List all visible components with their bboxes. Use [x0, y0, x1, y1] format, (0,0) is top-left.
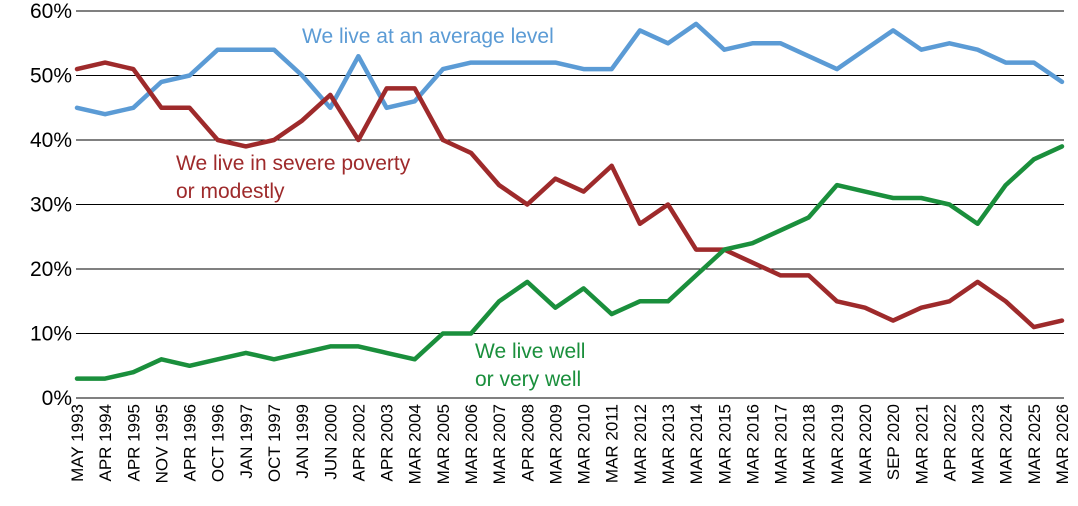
x-tick-label: JAN 1997 [237, 404, 256, 479]
series-line [74, 60, 1065, 330]
y-tick-label: 0% [42, 387, 72, 410]
x-tick-label: OCT 1996 [209, 404, 228, 482]
series-lines [74, 21, 1065, 381]
x-tick-label: MAR 2017 [772, 404, 791, 484]
series-label: We live at an average level [302, 25, 554, 48]
y-tick-label: 20% [30, 258, 72, 281]
x-tick-label: APR 1994 [96, 404, 115, 482]
y-tick-label: 60% [30, 0, 72, 23]
x-tick-label: JAN 1999 [293, 404, 312, 479]
series-label-line: We live well [475, 340, 585, 363]
series-line [74, 21, 1065, 117]
series-2 [74, 144, 1065, 381]
x-tick-label: MAR 2025 [1025, 404, 1044, 484]
y-tick-label: 40% [30, 129, 72, 152]
x-tick-label: MAR 2026 [1053, 404, 1072, 484]
series-label-line: or very well [475, 368, 581, 391]
x-tick-label: APR 2003 [378, 404, 397, 482]
y-tick-label: 50% [30, 65, 72, 88]
x-tick-label: MAR 2006 [462, 404, 481, 484]
x-tick-label: MAR 2019 [828, 404, 847, 484]
y-axis-ticks: 0% 10% 20% 30% 40% 50% 60% [30, 0, 72, 410]
x-tick-label: MAR 2013 [659, 404, 678, 484]
series-1 [74, 60, 1065, 330]
x-tick-label: APR 2002 [349, 404, 368, 482]
series-label: We live well or very well [475, 340, 585, 391]
x-tick-label: MAR 2005 [434, 404, 453, 484]
series-line [74, 144, 1065, 381]
x-tick-label: MAY 1993 [68, 404, 87, 482]
x-tick-label: SEP 2020 [884, 404, 903, 480]
x-tick-label: MAR 2018 [800, 404, 819, 484]
x-tick-label: MAR 2007 [490, 404, 509, 484]
x-tick-label: MAR 2024 [997, 404, 1016, 484]
x-tick-label: MAR 2012 [631, 404, 650, 484]
x-tick-label: MAR 2014 [687, 404, 706, 484]
y-tick-label: 10% [30, 323, 72, 346]
x-tick-label: MAR 2004 [406, 404, 425, 484]
series-label-line: or modestly [176, 180, 285, 203]
x-tick-label: MAR 2009 [546, 404, 565, 484]
x-tick-label: MAR 2011 [603, 404, 622, 483]
series-label: We live in severe poverty or modestly [176, 152, 411, 203]
x-tick-label: MAR 2010 [575, 404, 594, 484]
x-tick-label: APR 2008 [518, 404, 537, 482]
x-tick-label: MAR 2020 [856, 404, 875, 484]
x-axis-ticks: MAY 1993 APR 1994 APR 1995 NOV 1995 APR 1996… [68, 404, 1072, 484]
x-tick-label: JUN 2000 [321, 404, 340, 480]
series-0 [74, 21, 1065, 117]
x-tick-label: MAR 2021 [912, 404, 931, 484]
series-label-line: We live in severe poverty [176, 152, 411, 175]
grid-lines [76, 10, 1064, 399]
x-tick-label: APR 1996 [181, 404, 200, 482]
x-tick-label: MAR 2023 [969, 404, 988, 484]
x-tick-label: MAR 2015 [715, 404, 734, 484]
x-tick-label: MAR 2016 [743, 404, 762, 484]
series-labels: We live at an average level We live in se… [176, 25, 585, 391]
x-tick-label: APR 2022 [940, 404, 959, 482]
x-tick-label: OCT 1997 [265, 404, 284, 482]
x-tick-label: NOV 1995 [152, 404, 171, 483]
y-tick-label: 30% [30, 194, 72, 217]
x-tick-label: APR 1995 [124, 404, 143, 482]
